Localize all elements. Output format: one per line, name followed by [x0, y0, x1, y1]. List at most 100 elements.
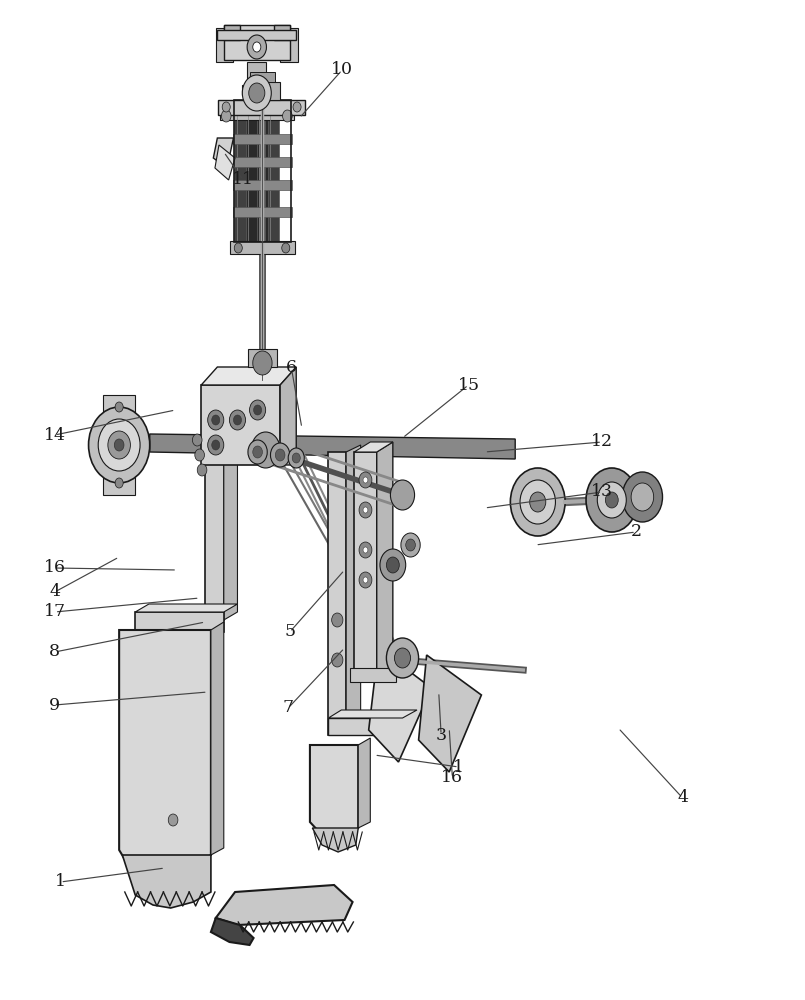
Circle shape	[114, 439, 124, 451]
Text: 6: 6	[286, 360, 297, 376]
Text: 17: 17	[43, 603, 66, 620]
Circle shape	[115, 402, 123, 412]
Text: 14: 14	[43, 426, 66, 444]
Polygon shape	[274, 25, 290, 40]
Polygon shape	[150, 434, 515, 459]
Text: 2: 2	[630, 524, 642, 540]
Polygon shape	[211, 622, 224, 855]
Circle shape	[359, 572, 372, 588]
Circle shape	[247, 35, 266, 59]
Circle shape	[363, 507, 368, 513]
Polygon shape	[369, 648, 431, 762]
Polygon shape	[377, 442, 393, 682]
Circle shape	[192, 434, 202, 446]
Circle shape	[229, 410, 246, 430]
Text: 16: 16	[43, 560, 66, 576]
Polygon shape	[354, 442, 393, 452]
Circle shape	[197, 464, 207, 476]
Circle shape	[168, 814, 178, 826]
Circle shape	[98, 419, 140, 471]
Circle shape	[233, 415, 242, 425]
Text: 11: 11	[232, 172, 254, 188]
Polygon shape	[135, 604, 237, 612]
Text: 13: 13	[591, 484, 613, 500]
FancyBboxPatch shape	[250, 72, 275, 82]
Polygon shape	[135, 612, 224, 632]
FancyBboxPatch shape	[257, 100, 268, 242]
FancyBboxPatch shape	[248, 349, 277, 367]
Polygon shape	[354, 452, 377, 682]
Circle shape	[249, 83, 265, 103]
Circle shape	[406, 539, 415, 551]
Circle shape	[221, 110, 231, 122]
Text: 4: 4	[677, 790, 688, 806]
FancyBboxPatch shape	[233, 180, 292, 190]
Circle shape	[275, 449, 285, 461]
Circle shape	[586, 468, 638, 532]
FancyBboxPatch shape	[234, 100, 246, 242]
Polygon shape	[216, 885, 353, 925]
Circle shape	[622, 472, 663, 522]
FancyBboxPatch shape	[230, 241, 295, 254]
Circle shape	[530, 492, 546, 512]
Circle shape	[250, 400, 266, 420]
Circle shape	[510, 468, 565, 536]
Circle shape	[390, 480, 415, 510]
Text: 15: 15	[457, 376, 480, 393]
Circle shape	[242, 75, 271, 111]
Circle shape	[631, 483, 654, 511]
Circle shape	[293, 102, 301, 112]
Polygon shape	[328, 710, 417, 718]
Polygon shape	[103, 395, 135, 495]
Text: 1: 1	[55, 874, 66, 890]
Text: 9: 9	[49, 696, 60, 714]
Polygon shape	[205, 452, 224, 620]
Circle shape	[605, 492, 618, 508]
Polygon shape	[328, 452, 346, 735]
FancyBboxPatch shape	[242, 85, 271, 95]
Circle shape	[108, 431, 130, 459]
Circle shape	[597, 482, 626, 518]
Circle shape	[380, 549, 406, 581]
FancyBboxPatch shape	[268, 100, 279, 242]
Circle shape	[251, 432, 280, 468]
Polygon shape	[215, 145, 235, 180]
Circle shape	[359, 472, 372, 488]
Circle shape	[386, 557, 399, 573]
Polygon shape	[218, 100, 305, 115]
FancyBboxPatch shape	[247, 62, 266, 90]
Circle shape	[270, 443, 290, 467]
Circle shape	[115, 478, 123, 488]
Polygon shape	[213, 138, 233, 168]
Circle shape	[332, 653, 343, 667]
Polygon shape	[216, 28, 233, 62]
Polygon shape	[201, 385, 280, 465]
Circle shape	[394, 648, 411, 668]
Circle shape	[212, 440, 220, 450]
FancyBboxPatch shape	[233, 134, 292, 144]
Text: 16: 16	[441, 770, 464, 786]
Circle shape	[520, 480, 555, 524]
Circle shape	[208, 410, 224, 430]
Polygon shape	[312, 828, 358, 852]
Polygon shape	[119, 630, 211, 890]
Circle shape	[288, 448, 304, 468]
Polygon shape	[201, 367, 296, 385]
FancyBboxPatch shape	[233, 207, 292, 217]
Circle shape	[363, 577, 368, 583]
Text: 7: 7	[283, 700, 294, 716]
Polygon shape	[122, 855, 211, 908]
Circle shape	[222, 102, 230, 112]
Circle shape	[208, 435, 224, 455]
Circle shape	[234, 243, 242, 253]
FancyBboxPatch shape	[245, 82, 280, 100]
Circle shape	[332, 613, 343, 627]
Polygon shape	[217, 30, 296, 40]
Polygon shape	[220, 112, 294, 120]
Text: 10: 10	[331, 62, 353, 79]
Polygon shape	[328, 718, 402, 735]
Polygon shape	[419, 655, 481, 772]
Polygon shape	[346, 445, 361, 735]
Circle shape	[292, 453, 300, 463]
Circle shape	[282, 243, 290, 253]
